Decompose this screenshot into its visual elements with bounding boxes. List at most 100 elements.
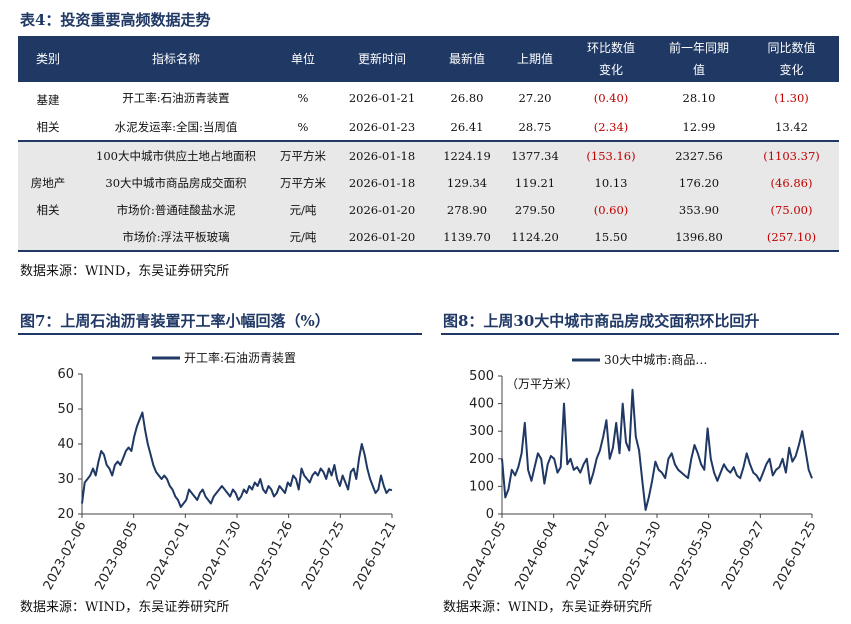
cell-mom: (0.40) <box>593 90 629 105</box>
chart8-y-tick-label: 200 <box>469 452 494 467</box>
chart7-title-rule <box>18 333 422 335</box>
table-row: 相关 水泥发运率:全国:当周值 % 2026-01-23 26.41 28.75… <box>18 113 839 142</box>
cell-unit: % <box>297 90 309 105</box>
cell-previous: 279.50 <box>502 196 568 223</box>
chart8-x-tick-label: 2024-02-05 <box>461 519 510 593</box>
cell-unit: 元/吨 <box>274 223 332 252</box>
chart8-y-tick-label: 300 <box>469 424 494 439</box>
cell-unit: 元/吨 <box>274 196 332 223</box>
cell-date: 2026-01-18 <box>332 169 432 196</box>
chart7-source: 数据来源：WIND，东吴证券研究所 <box>20 600 230 615</box>
cell-category <box>18 223 78 252</box>
chart7-y-tick-label: 20 <box>57 507 74 522</box>
chart7-y-tick-label: 30 <box>57 472 74 487</box>
table-source: 数据来源：WIND，东吴证券研究所 <box>20 264 230 279</box>
chart8-legend-label: 30大中城市:商品… <box>604 352 707 367</box>
table-row: 100大中城市供应土地占地面积 万平方米 2026-01-18 1224.19 … <box>18 141 839 169</box>
cell-category <box>18 141 78 169</box>
cell-yoy: (46.86) <box>744 169 839 196</box>
chart7-x-tick-label: 2025-07-25 <box>299 519 348 593</box>
cell-category: 相关 <box>18 113 78 142</box>
chart8-x-tick-label: 2024-06-04 <box>512 519 561 593</box>
cell-previous: 119.21 <box>502 169 568 196</box>
cell-date: 2026-01-20 <box>332 196 432 223</box>
chart7-x-tick-label: 2023-08-05 <box>92 519 141 593</box>
cell-latest: 1139.70 <box>432 223 502 252</box>
col-header-yoy-prev: 前一年同期 值 <box>654 36 744 82</box>
col-header-category: 类别 <box>18 36 78 82</box>
chart8-source: 数据来源：WIND，东吴证券研究所 <box>443 600 653 615</box>
cell-yoy-prev: 1396.80 <box>654 223 744 252</box>
cell-previous: 1124.20 <box>502 223 568 252</box>
cell-mom: 10.13 <box>568 169 654 196</box>
chart8-title-rule <box>441 333 839 335</box>
cell-previous: 28.75 <box>502 113 568 142</box>
col-header-previous: 上期值 <box>502 36 568 82</box>
chart8-x-tick-label: 2024-10-02 <box>564 519 613 593</box>
table-row: 相关 市场价:普通硅酸盐水泥 元/吨 2026-01-20 278.90 279… <box>18 196 839 223</box>
chart7-x-tick-label: 2023-02-06 <box>41 519 90 593</box>
chart8-x-tick-label: 2026-01-25 <box>771 519 820 593</box>
cell-latest: 129.34 <box>432 169 502 196</box>
chart7-series-line <box>81 411 393 508</box>
cell-latest: 278.90 <box>432 196 502 223</box>
chart8-y-tick-label: 500 <box>469 369 494 384</box>
table-row: 市场价:浮法平板玻璃 元/吨 2026-01-20 1139.70 1124.2… <box>18 223 839 252</box>
cell-previous: 27.20 <box>518 90 552 105</box>
cell-unit: 万平方米 <box>274 141 332 169</box>
cell-latest: 26.80 <box>450 90 484 105</box>
cell-category: 房地产 <box>18 169 78 196</box>
cell-yoy: 13.42 <box>744 113 839 142</box>
col-header-update-time: 更新时间 <box>332 36 432 82</box>
investment-data-table: 类别 指标名称 单位 更新时间 最新值 上期值 环比数值 变化 前一年同期 值 … <box>18 36 839 252</box>
table-row: 基建 开工率:石油沥青装置 % 2026-01-21 26.80 27.20 (… <box>18 82 839 113</box>
cell-yoy: (75.00) <box>744 196 839 223</box>
cell-yoy-prev: 28.10 <box>682 90 716 105</box>
chart8-y-tick-label: 0 <box>486 507 494 522</box>
cell-mom: (153.16) <box>568 141 654 169</box>
table-row: 房地产 30大中城市商品房成交面积 万平方米 2026-01-18 129.34… <box>18 169 839 196</box>
cell-yoy-prev: 2327.56 <box>654 141 744 169</box>
chart7-legend-label: 开工率:石油沥青装置 <box>184 350 296 365</box>
chart8-y-tick-label: 400 <box>469 397 494 412</box>
chart7-x-tick-label: 2024-07-30 <box>196 519 245 593</box>
cell-indicator: 开工率:石油沥青装置 <box>122 90 230 105</box>
cell-yoy-prev: 12.99 <box>654 113 744 142</box>
cell-yoy: (257.10) <box>744 223 839 252</box>
cell-yoy: (1103.37) <box>744 141 839 169</box>
cell-yoy-prev: 353.90 <box>654 196 744 223</box>
cell-indicator: 100大中城市供应土地占地面积 <box>78 141 274 169</box>
chart8-unit-label: （万平方米） <box>506 376 578 391</box>
col-header-mom-change: 环比数值 变化 <box>568 36 654 82</box>
cell-latest: 26.41 <box>432 113 502 142</box>
cell-latest: 1224.19 <box>432 141 502 169</box>
col-header-unit: 单位 <box>274 36 332 82</box>
cell-mom: (0.60) <box>568 196 654 223</box>
chart7-x-tick-label: 2026-01-21 <box>351 519 400 593</box>
cell-indicator: 市场价:普通硅酸盐水泥 <box>78 196 274 223</box>
table-header-row: 类别 指标名称 单位 更新时间 最新值 上期值 环比数值 变化 前一年同期 值 … <box>18 36 839 82</box>
cell-date: 2026-01-18 <box>332 141 432 169</box>
chart7-x-tick-label: 2024-02-01 <box>144 519 193 593</box>
chart8-y-tick-label: 100 <box>469 479 494 494</box>
cell-date: 2026-01-23 <box>332 113 432 142</box>
col-header-latest: 最新值 <box>432 36 502 82</box>
cell-indicator: 30大中城市商品房成交面积 <box>78 169 274 196</box>
cell-unit: % <box>274 113 332 142</box>
cell-yoy: (1.30) <box>774 90 809 105</box>
col-header-indicator: 指标名称 <box>78 36 274 82</box>
chart7-title: 图7：上周石油沥青装置开工率小幅回落（%） <box>20 312 330 330</box>
cell-unit: 万平方米 <box>274 169 332 196</box>
chart7-x-tick-label: 2025-01-26 <box>247 519 296 593</box>
chart8-title: 图8：上周30大中城市商品房成交面积环比回升 <box>443 312 760 330</box>
chart7-y-tick-label: 50 <box>57 402 74 417</box>
table-title: 表4：投资重要高频数据走势 <box>20 11 211 29</box>
cell-date: 2026-01-21 <box>348 90 416 105</box>
cell-mom: 15.50 <box>568 223 654 252</box>
cell-indicator: 市场价:浮法平板玻璃 <box>78 223 274 252</box>
cell-mom: (2.34) <box>568 113 654 142</box>
chart8-x-tick-label: 2025-05-30 <box>667 519 716 593</box>
cell-category: 相关 <box>18 196 78 223</box>
chart7-plot: 20 30 40 50 60 2023-02-06 2023-08-05 2024-02-01… <box>41 350 400 593</box>
cell-previous: 1377.34 <box>502 141 568 169</box>
